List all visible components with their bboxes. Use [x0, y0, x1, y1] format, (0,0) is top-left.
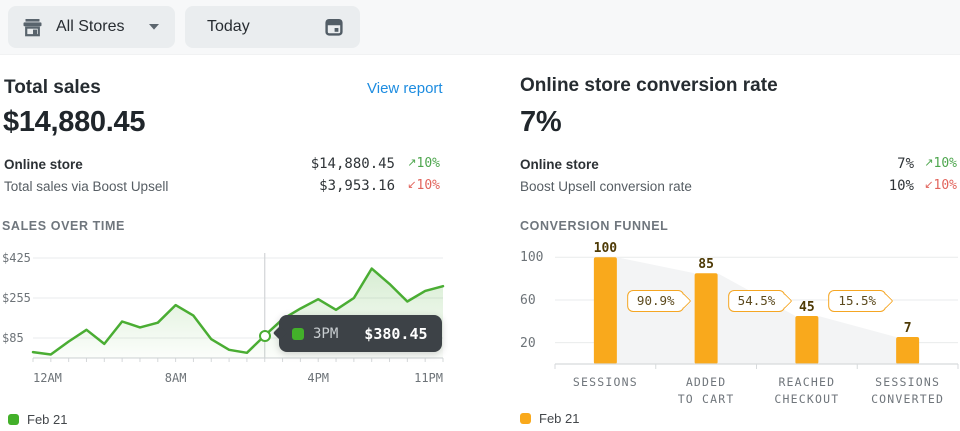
chevron-down-icon	[149, 24, 159, 30]
metric-row-online-store-sales: Online store $14,880.45 ↗10%	[4, 155, 440, 175]
legend-swatch-orange	[520, 413, 531, 424]
storefront-icon	[22, 18, 43, 37]
store-filter-label: All Stores	[56, 18, 125, 35]
axis-label: 20	[520, 335, 536, 351]
axis-label: 100	[520, 250, 544, 266]
conversion-rate-title: Online store conversion rate	[520, 75, 778, 96]
funnel-bar[interactable]	[593, 257, 617, 364]
arrow-up-icon: ↗	[407, 156, 417, 169]
arrow-down-icon: ↙	[924, 178, 934, 191]
funnel-bar[interactable]	[694, 273, 718, 364]
bar-value-label: 100	[593, 241, 618, 257]
legend-label: Feb 21	[539, 411, 580, 426]
filter-toolbar: All Stores Today	[0, 0, 960, 55]
funnel-bar[interactable]	[795, 315, 819, 364]
category-label: SESSIONS	[572, 375, 638, 389]
axis-label: $425	[2, 251, 31, 265]
total-sales-title: Total sales	[4, 77, 101, 98]
metric-label: Online store	[4, 157, 83, 172]
sales-legend: Feb 21	[8, 412, 67, 427]
axis-label: $85	[2, 331, 24, 345]
bar-value-label: 85	[698, 257, 714, 273]
conversion-rate-value: 7%	[520, 106, 562, 138]
metric-label: Total sales via Boost Upsell	[4, 179, 169, 194]
metric-value: 10%	[888, 178, 914, 194]
metric-value: $3,953.16	[319, 178, 395, 194]
metric-label: Boost Upsell conversion rate	[520, 179, 692, 194]
axis-label: 60	[520, 292, 536, 308]
bar-value-label: 7	[903, 321, 912, 336]
store-filter-dropdown[interactable]: All Stores	[8, 6, 175, 48]
category-label: SESSIONS CONVERTED	[871, 375, 945, 406]
delta-badge: ↗10%	[407, 156, 440, 171]
axis-label: 4PM	[307, 371, 330, 385]
legend-label: Feb 21	[27, 412, 68, 427]
conversion-funnel-heading: CONVERSION FUNNEL	[520, 219, 669, 233]
date-range-picker[interactable]: Today	[185, 6, 360, 48]
delta-badge: ↗10%	[924, 156, 957, 171]
total-sales-value: $14,880.45	[3, 106, 146, 138]
conversion-rate-badge: 15.5%	[828, 290, 887, 312]
view-report-link[interactable]: View report	[367, 80, 443, 97]
axis-label: $255	[2, 291, 31, 305]
delta-badge: ↙10%	[924, 178, 957, 193]
funnel-legend: Feb 21	[520, 411, 579, 426]
metric-value: $14,880.45	[310, 156, 395, 172]
axis-label: 12AM	[33, 371, 62, 385]
tooltip-series-swatch	[292, 327, 304, 340]
calendar-icon	[324, 17, 344, 37]
category-label: ADDED TO CART	[677, 375, 735, 406]
conversion-rate-badge: 90.9%	[626, 290, 685, 312]
date-range-label: Today	[207, 18, 250, 35]
bar-value-label: 45	[799, 299, 815, 315]
conversion-rate-badge: 54.5%	[727, 290, 786, 312]
tooltip-value: $380.45	[364, 324, 428, 343]
metric-row-online-store-rate: Online store 7% ↗10%	[520, 155, 957, 175]
metric-value: 7%	[897, 156, 914, 172]
arrow-down-icon: ↙	[407, 178, 417, 191]
legend-swatch-green	[8, 414, 19, 425]
delta-badge: ↙10%	[407, 178, 440, 193]
axis-label: 8AM	[164, 371, 187, 385]
arrow-up-icon: ↗	[924, 156, 934, 169]
tooltip-time: 3PM	[313, 325, 339, 342]
category-label: REACHED CHECKOUT	[774, 375, 840, 406]
hover-point-marker	[258, 329, 271, 342]
metric-row-boost-upsell-sales: Total sales via Boost Upsell $3,953.16 ↙…	[4, 177, 440, 197]
axis-label: 11PM	[414, 371, 443, 385]
metric-label: Online store	[520, 157, 599, 172]
metric-row-boost-upsell-rate: Boost Upsell conversion rate 10% ↙10%	[520, 177, 957, 197]
sales-over-time-heading: SALES OVER TIME	[2, 219, 125, 233]
funnel-bar[interactable]	[896, 337, 920, 364]
chart-tooltip: 3PM $380.45	[279, 315, 442, 352]
